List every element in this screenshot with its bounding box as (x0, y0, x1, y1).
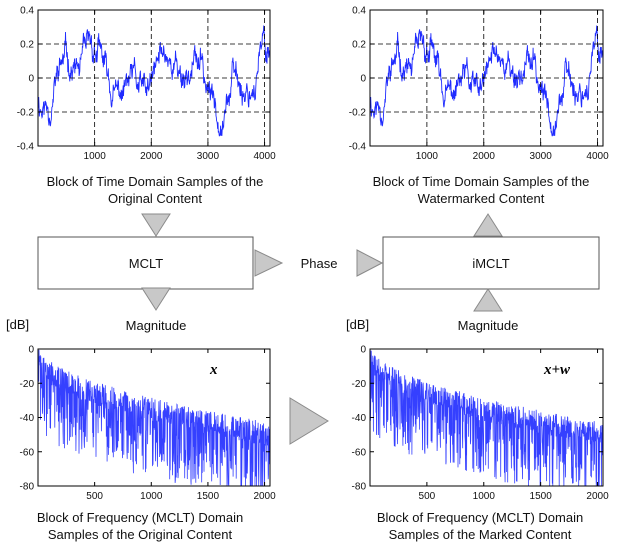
right-arrow-icon (254, 249, 284, 277)
y-tick-label: 0 (360, 74, 366, 85)
y-tick-label: -40 (352, 413, 367, 424)
freq-original-chart: 0 -20 -40 -60 -80 500 1000 1500 2000 (20, 345, 277, 503)
time-original-chart: 0.4 0.2 0 -0.2 -0.4 1000 2000 3000 4000 (17, 6, 276, 163)
y-tick-label: 0 (360, 345, 366, 356)
x-tick-label: 1500 (197, 491, 220, 502)
signal-series (37, 25, 271, 137)
time-watermarked-caption-line1: Block of Time Domain Samples of the (373, 174, 590, 189)
freq-marked-caption-line1: Block of Frequency (MCLT) Domain (377, 510, 583, 525)
y-tick-label: 0.4 (352, 6, 366, 17)
x-tick-label: 500 (86, 491, 103, 502)
freq-marked-caption-line2: Samples of the Marked Content (389, 527, 572, 542)
y-tick-label: -0.4 (349, 142, 367, 153)
y-tick-label: 0.2 (20, 40, 34, 51)
x-tick-label: 2000 (586, 491, 609, 502)
magnitude-label-left: Magnitude (126, 318, 187, 333)
x-tick-label: 2000 (253, 491, 276, 502)
magnitude-label-right: Magnitude (458, 318, 519, 333)
x-tick-label: 500 (419, 491, 436, 502)
time-original-caption-line2: Original Content (108, 191, 202, 206)
down-arrow-icon (141, 287, 171, 311)
freq-marked-signal-label: x+w (543, 362, 571, 378)
x-tick-label: 3000 (530, 151, 553, 162)
x-tick-label: 4000 (586, 151, 609, 162)
y-tick-label: 0 (28, 345, 34, 356)
freq-original-caption-line1: Block of Frequency (MCLT) Domain (37, 510, 243, 525)
right-arrow-icon (356, 249, 384, 277)
freq-marked-unit-label: [dB] (346, 317, 369, 332)
y-tick-label: 0 (28, 74, 34, 85)
right-arrow-icon (289, 397, 329, 445)
y-tick-label: -0.2 (17, 108, 35, 119)
y-tick-label: -20 (20, 379, 35, 390)
x-tick-label: 2000 (140, 151, 163, 162)
y-tick-label: -0.2 (349, 108, 367, 119)
x-tick-label: 1000 (140, 491, 163, 502)
y-tick-label: -0.4 (17, 142, 35, 153)
down-arrow-icon (141, 213, 171, 237)
x-tick-label: 1000 (473, 491, 496, 502)
spectrum-series (37, 349, 271, 487)
time-watermarked-chart: 0.4 0.2 0 -0.2 -0.4 1000 2000 3000 4000 (349, 6, 609, 163)
time-original-caption-line1: Block of Time Domain Samples of the (47, 174, 264, 189)
x-tick-label: 1000 (416, 151, 439, 162)
phase-label: Phase (301, 256, 338, 271)
freq-original-caption-line2: Samples of the Original Content (48, 527, 233, 542)
time-watermarked-caption-line2: Watermarked Content (418, 191, 545, 206)
y-tick-label: -20 (352, 379, 367, 390)
mclt-block (37, 236, 254, 290)
x-tick-label: 3000 (197, 151, 220, 162)
x-tick-label: 1500 (530, 491, 553, 502)
y-tick-label: -80 (352, 482, 367, 493)
freq-original-unit-label: [dB] (6, 317, 29, 332)
mclt-label: MCLT (129, 256, 163, 271)
freq-marked-chart: 0 -20 -40 -60 -80 500 1000 1500 2000 (352, 345, 610, 503)
spectrum-series (369, 350, 604, 487)
up-arrow-icon (473, 288, 503, 312)
imclt-block (382, 236, 600, 290)
x-tick-label: 1000 (84, 151, 107, 162)
signal-series (369, 25, 604, 137)
y-tick-label: -40 (20, 413, 35, 424)
freq-original-signal-label: x (209, 362, 218, 378)
up-arrow-icon (473, 213, 503, 237)
x-tick-label: 4000 (253, 151, 276, 162)
imclt-label: iMCLT (472, 256, 509, 271)
y-tick-label: -80 (20, 482, 35, 493)
y-tick-label: -60 (20, 447, 35, 458)
y-tick-label: 0.2 (352, 40, 366, 51)
y-tick-label: 0.4 (20, 6, 34, 17)
y-tick-label: -60 (352, 447, 367, 458)
x-tick-label: 2000 (473, 151, 496, 162)
